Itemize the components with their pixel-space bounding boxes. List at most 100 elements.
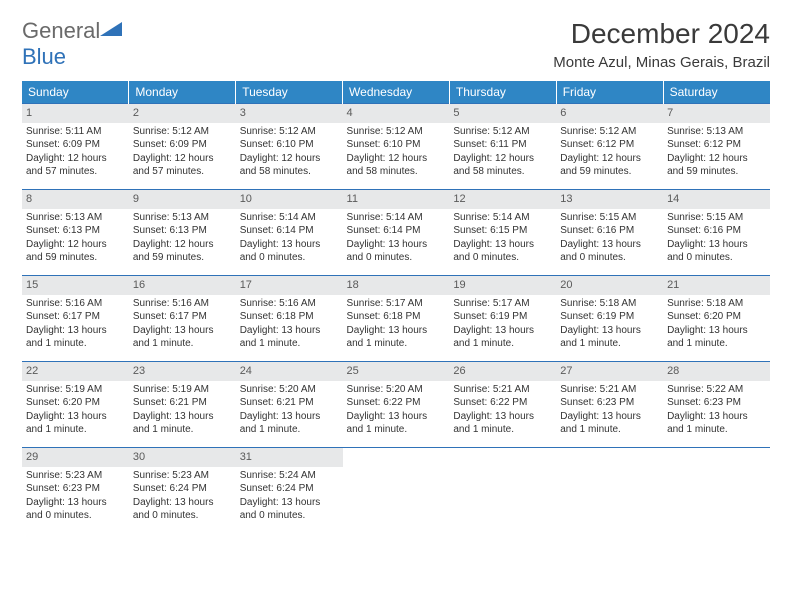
- day-number: 27: [556, 362, 663, 381]
- calendar-table: Sunday Monday Tuesday Wednesday Thursday…: [22, 81, 770, 534]
- day-number: 6: [556, 104, 663, 123]
- sunrise-text: Sunrise: 5:17 AM: [347, 297, 446, 311]
- sunset-text: Sunset: 6:18 PM: [347, 310, 446, 324]
- sunrise-text: Sunrise: 5:21 AM: [453, 383, 552, 397]
- day-body: Sunrise: 5:16 AMSunset: 6:17 PMDaylight:…: [22, 295, 129, 355]
- calendar-cell: 11Sunrise: 5:14 AMSunset: 6:14 PMDayligh…: [343, 190, 450, 276]
- sunset-text: Sunset: 6:21 PM: [240, 396, 339, 410]
- calendar-cell: 15Sunrise: 5:16 AMSunset: 6:17 PMDayligh…: [22, 276, 129, 362]
- sunset-text: Sunset: 6:23 PM: [560, 396, 659, 410]
- calendar-row: 15Sunrise: 5:16 AMSunset: 6:17 PMDayligh…: [22, 276, 770, 362]
- sunset-text: Sunset: 6:14 PM: [347, 224, 446, 238]
- day-number: 11: [343, 190, 450, 209]
- logo-triangle-icon: [100, 20, 122, 38]
- sunset-text: Sunset: 6:15 PM: [453, 224, 552, 238]
- daylight-text: Daylight: 13 hours and 1 minute.: [453, 410, 552, 437]
- sunset-text: Sunset: 6:18 PM: [240, 310, 339, 324]
- sunrise-text: Sunrise: 5:18 AM: [560, 297, 659, 311]
- sunrise-text: Sunrise: 5:23 AM: [133, 469, 232, 483]
- daylight-text: Daylight: 13 hours and 1 minute.: [240, 410, 339, 437]
- day-body: Sunrise: 5:16 AMSunset: 6:17 PMDaylight:…: [129, 295, 236, 355]
- day-number: 30: [129, 448, 236, 467]
- day-number: 20: [556, 276, 663, 295]
- calendar-cell: 12 Sunrise: 5:14 AMSunset: 6:15 PMDayligh…: [449, 190, 556, 276]
- sunrise-text: Sunrise: 5:20 AM: [347, 383, 446, 397]
- day-number: 18: [343, 276, 450, 295]
- calendar-cell: 25Sunrise: 5:20 AMSunset: 6:22 PMDayligh…: [343, 362, 450, 448]
- day-body: Sunrise: 5:20 AMSunset: 6:21 PMDaylight:…: [236, 381, 343, 441]
- daylight-text: Daylight: 13 hours and 0 minutes.: [240, 238, 339, 265]
- sunset-text: Sunset: 6:21 PM: [133, 396, 232, 410]
- header: General Blue December 2024 Monte Azul, M…: [22, 18, 770, 71]
- weekday-row: Sunday Monday Tuesday Wednesday Thursday…: [22, 81, 770, 104]
- day-number: 15: [22, 276, 129, 295]
- sunset-text: Sunset: 6:14 PM: [240, 224, 339, 238]
- calendar-cell: 13Sunrise: 5:15 AMSunset: 6:16 PMDayligh…: [556, 190, 663, 276]
- sunrise-text: Sunrise: 5:14 AM: [347, 211, 446, 225]
- day-body: Sunrise: 5:14 AMSunset: 6:14 PMDaylight:…: [343, 209, 450, 269]
- daylight-text: Daylight: 12 hours and 59 minutes.: [133, 238, 232, 265]
- day-number: 1: [22, 104, 129, 123]
- sunrise-text: Sunrise: 5:12 AM: [133, 125, 232, 139]
- calendar-cell: 18Sunrise: 5:17 AMSunset: 6:18 PMDayligh…: [343, 276, 450, 362]
- day-body: Sunrise: 5:12 AMSunset: 6:10 PMDaylight:…: [236, 123, 343, 183]
- day-number: 29: [22, 448, 129, 467]
- day-number: 22: [22, 362, 129, 381]
- sunset-text: Sunset: 6:24 PM: [240, 482, 339, 496]
- weekday-header: Sunday: [22, 81, 129, 104]
- sunset-text: Sunset: 6:17 PM: [26, 310, 125, 324]
- day-number: 9: [129, 190, 236, 209]
- sunset-text: Sunset: 6:16 PM: [667, 224, 766, 238]
- calendar-cell: 23Sunrise: 5:19 AMSunset: 6:21 PMDayligh…: [129, 362, 236, 448]
- daylight-text: Daylight: 13 hours and 0 minutes.: [453, 238, 552, 265]
- day-number: 25: [343, 362, 450, 381]
- sunrise-text: Sunrise: 5:11 AM: [26, 125, 125, 139]
- calendar-cell: 27Sunrise: 5:21 AMSunset: 6:23 PMDayligh…: [556, 362, 663, 448]
- sunset-text: Sunset: 6:16 PM: [560, 224, 659, 238]
- calendar-cell: 3Sunrise: 5:12 AMSunset: 6:10 PMDaylight…: [236, 104, 343, 190]
- day-number: 31: [236, 448, 343, 467]
- daylight-text: Daylight: 12 hours and 58 minutes.: [347, 152, 446, 179]
- day-body: Sunrise: 5:20 AMSunset: 6:22 PMDaylight:…: [343, 381, 450, 441]
- daylight-text: Daylight: 13 hours and 1 minute.: [453, 324, 552, 351]
- sunrise-text: Sunrise: 5:18 AM: [667, 297, 766, 311]
- sunrise-text: Sunrise: 5:19 AM: [133, 383, 232, 397]
- day-number: 17: [236, 276, 343, 295]
- sunrise-text: Sunrise: 5:22 AM: [667, 383, 766, 397]
- sunset-text: Sunset: 6:22 PM: [453, 396, 552, 410]
- sunrise-text: Sunrise: 5:16 AM: [26, 297, 125, 311]
- day-number: 2: [129, 104, 236, 123]
- daylight-text: Daylight: 13 hours and 1 minute.: [26, 324, 125, 351]
- day-number: 19: [449, 276, 556, 295]
- calendar-cell: .: [663, 448, 770, 534]
- logo: General Blue: [22, 18, 122, 70]
- sunrise-text: Sunrise: 5:14 AM: [240, 211, 339, 225]
- day-body: Sunrise: 5:17 AMSunset: 6:19 PMDaylight:…: [449, 295, 556, 355]
- calendar-cell: 2Sunrise: 5:12 AMSunset: 6:09 PMDaylight…: [129, 104, 236, 190]
- daylight-text: Daylight: 13 hours and 1 minute.: [667, 324, 766, 351]
- sunrise-text: Sunrise: 5:14 AM: [453, 211, 552, 225]
- day-body: Sunrise: 5:21 AMSunset: 6:22 PMDaylight:…: [449, 381, 556, 441]
- sunset-text: Sunset: 6:17 PM: [133, 310, 232, 324]
- day-number: 23: [129, 362, 236, 381]
- weekday-header: Thursday: [449, 81, 556, 104]
- sunset-text: Sunset: 6:24 PM: [133, 482, 232, 496]
- daylight-text: Daylight: 13 hours and 1 minute.: [560, 324, 659, 351]
- calendar-cell: 5Sunrise: 5:12 AMSunset: 6:11 PMDaylight…: [449, 104, 556, 190]
- day-number: 12: [449, 190, 556, 209]
- sunrise-text: Sunrise: 5:24 AM: [240, 469, 339, 483]
- calendar-cell: 22Sunrise: 5:19 AMSunset: 6:20 PMDayligh…: [22, 362, 129, 448]
- day-number: 7: [663, 104, 770, 123]
- sunset-text: Sunset: 6:19 PM: [453, 310, 552, 324]
- calendar-cell: 17Sunrise: 5:16 AMSunset: 6:18 PMDayligh…: [236, 276, 343, 362]
- day-body: Sunrise: 5:24 AMSunset: 6:24 PMDaylight:…: [236, 467, 343, 527]
- day-number: 24: [236, 362, 343, 381]
- day-body: Sunrise: 5:15 AMSunset: 6:16 PMDaylight:…: [556, 209, 663, 269]
- day-body: Sunrise: 5:12 AMSunset: 6:11 PMDaylight:…: [449, 123, 556, 183]
- sunset-text: Sunset: 6:22 PM: [347, 396, 446, 410]
- daylight-text: Daylight: 12 hours and 59 minutes.: [667, 152, 766, 179]
- day-body: Sunrise: 5:12 AMSunset: 6:09 PMDaylight:…: [129, 123, 236, 183]
- logo-text-general: General: [22, 18, 100, 43]
- sunrise-text: Sunrise: 5:21 AM: [560, 383, 659, 397]
- calendar-row: 1Sunrise: 5:11 AMSunset: 6:09 PMDaylight…: [22, 104, 770, 190]
